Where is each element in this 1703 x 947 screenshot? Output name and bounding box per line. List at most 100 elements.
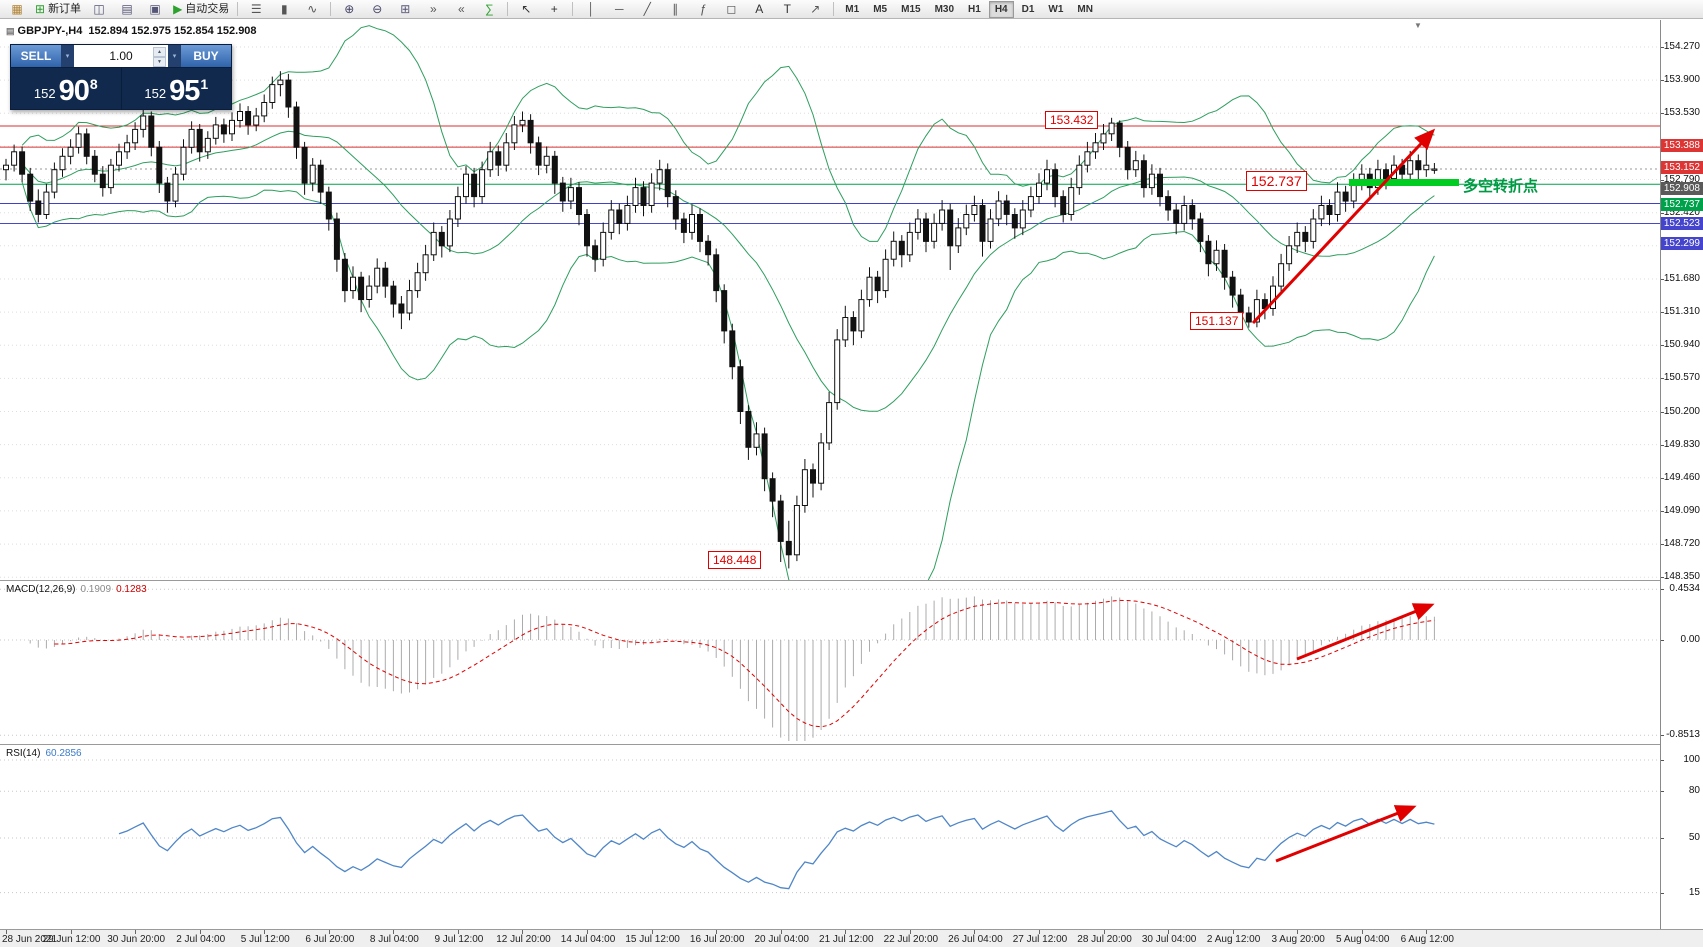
autotrading-icon: ▶ xyxy=(173,2,183,16)
price-scale-label: 149.830 xyxy=(1663,438,1700,450)
time-scale-tick xyxy=(328,930,330,934)
scale-tick xyxy=(1661,47,1664,48)
buy-price-display[interactable]: 152 95 1 xyxy=(122,68,232,109)
toolbar-line-chart-button[interactable]: ∿ xyxy=(299,0,325,18)
toolbar-arrows-button[interactable]: ↗ xyxy=(802,0,828,18)
main-chart[interactable] xyxy=(0,20,1660,580)
toolbar-shapes-button[interactable]: ◻ xyxy=(718,0,744,18)
volume-input[interactable]: 1.00 ▲ ▼ xyxy=(74,45,168,67)
sell-price-display[interactable]: 152 90 8 xyxy=(11,68,122,109)
price-scale-label: 149.460 xyxy=(1663,471,1700,483)
tf-button-W1[interactable]: W1 xyxy=(1048,3,1064,15)
tf-button-M5[interactable]: M5 xyxy=(873,3,888,15)
toolbar-profiles-button[interactable]: ▤ xyxy=(114,0,140,18)
time-scale-tick xyxy=(1232,930,1234,934)
time-scale-tick xyxy=(1168,930,1170,934)
toolbar-text-button[interactable]: A xyxy=(746,0,772,18)
sell-price-big: 90 xyxy=(58,75,90,107)
panel-separator[interactable] xyxy=(0,580,1703,581)
price-scale-label: 148.350 xyxy=(1663,571,1700,583)
sell-options-caret-icon[interactable]: ▾ xyxy=(61,45,74,67)
cursor-icon: ↖ xyxy=(521,2,532,16)
toolbar-channel-button[interactable]: ∥ xyxy=(662,0,688,18)
scale-tick xyxy=(1661,80,1664,82)
price-scale-label: 153.530 xyxy=(1663,107,1700,119)
time-scale-tick xyxy=(1361,930,1363,934)
time-scale-tick xyxy=(587,930,589,934)
scale-tick xyxy=(1661,838,1664,839)
tf-button-M15[interactable]: M15 xyxy=(901,3,921,15)
price-scale[interactable]: 154.270153.900153.530153.160152.790152.4… xyxy=(1661,20,1703,929)
toolbar-new-order-button[interactable]: ⊞ 新订单 xyxy=(32,0,84,18)
toolbar-chart-windows-button[interactable]: ◫ xyxy=(86,0,112,18)
time-scale-tick xyxy=(393,930,395,934)
macd-panel[interactable] xyxy=(0,581,1660,744)
rsi-panel[interactable] xyxy=(0,745,1660,928)
price-annotation[interactable]: 152.737 xyxy=(1246,171,1307,191)
sell-button[interactable]: SELL xyxy=(11,45,61,67)
toolbar-fibonacci-button[interactable]: ƒ xyxy=(690,0,716,18)
toolbar-zoom-out-button[interactable]: ⊖ xyxy=(364,0,390,18)
buy-options-caret-icon[interactable]: ▾ xyxy=(168,45,181,67)
tf-button-MN[interactable]: MN xyxy=(1077,3,1093,15)
toolbar-cursor-button[interactable]: ↖ xyxy=(513,0,539,18)
time-scale[interactable]: 28 Jun 2021 29 Jun 12:00 30 Jun 20:00 2 Jul… xyxy=(0,929,1703,947)
toolbar-new-chart-button[interactable]: ▦ xyxy=(4,0,30,18)
toolbar-horizontal-line-button[interactable]: ─ xyxy=(606,0,632,18)
toolbar-chart-shift-button[interactable]: « xyxy=(448,0,474,18)
time-scale-label: 27 Jul 12:00 xyxy=(1012,934,1068,945)
toolbar-tile-windows-button[interactable]: ⊞ xyxy=(392,0,418,18)
toolbar-indicators-button[interactable]: ∑ xyxy=(476,0,502,18)
text-label-icon: T xyxy=(783,2,791,16)
time-scale-label: 8 Jul 04:00 xyxy=(369,934,419,945)
turning-point-label[interactable]: 多空转折点 xyxy=(1463,178,1539,195)
time-scale-tick xyxy=(651,930,653,934)
time-scale-label: 22 Jul 20:00 xyxy=(883,934,939,945)
time-scale-label: 5 Aug 04:00 xyxy=(1336,934,1390,945)
price-badge: 152.523 xyxy=(1661,216,1703,230)
toolbar-autotrading-button[interactable]: ▶ 自动交易 xyxy=(170,0,232,18)
toolbar-data-window-button[interactable]: ▣ xyxy=(142,0,168,18)
toolbar-trendline-button[interactable]: ╱ xyxy=(634,0,660,18)
buy-button[interactable]: BUY xyxy=(181,45,231,67)
price-annotation[interactable]: 151.137 xyxy=(1190,312,1244,330)
toolbar-zoom-in-button[interactable]: ⊕ xyxy=(336,0,362,18)
rsi-scale-label: 80 xyxy=(1688,785,1700,797)
time-scale-label: 28 Jun 2021 xyxy=(2,934,58,945)
panel-separator[interactable] xyxy=(0,744,1703,745)
time-scale-label: 6 Aug 12:00 xyxy=(1400,934,1454,945)
chart-title: ▤ GBPJPY-,H4 152.894 152.975 152.854 152.9… xyxy=(6,25,257,37)
toolbar-text-label-button[interactable]: T xyxy=(774,0,800,18)
chart-ohlc-values: 152.894 152.975 152.854 152.908 xyxy=(88,25,257,37)
tf-button-M1[interactable]: M1 xyxy=(845,3,860,15)
volume-up-icon[interactable]: ▲ xyxy=(153,47,166,57)
toolbar-auto-scroll-button[interactable]: » xyxy=(420,0,446,18)
time-scale-tick xyxy=(135,930,137,934)
rsi-scale-label: 15 xyxy=(1688,886,1700,898)
time-scale-tick xyxy=(845,930,847,934)
rsi-name: RSI(14) xyxy=(6,748,41,759)
tf-button-D1[interactable]: D1 xyxy=(1021,3,1035,15)
line-chart-icon: ∿ xyxy=(307,2,318,16)
price-annotation[interactable]: 153.432 xyxy=(1045,111,1099,129)
macd-scale-label: -0.8513 xyxy=(1666,729,1700,741)
tf-button-H1[interactable]: H1 xyxy=(968,3,981,15)
toolbar-crosshair-button[interactable]: + xyxy=(541,0,567,18)
volume-down-icon[interactable]: ▼ xyxy=(153,57,166,67)
toolbar-candlestick-chart-button[interactable]: ▮ xyxy=(271,0,297,18)
text-icon: A xyxy=(755,2,764,16)
time-scale-tick xyxy=(909,930,911,934)
price-scale-label: 150.940 xyxy=(1663,339,1700,351)
buy-button-label: BUY xyxy=(193,49,219,63)
time-scale-tick xyxy=(70,930,72,934)
toolbar-bar-chart-button[interactable]: ☰ xyxy=(243,0,269,18)
toolbar-vertical-line-button[interactable]: │ xyxy=(578,0,604,18)
price-annotation[interactable]: 148.448 xyxy=(708,551,762,569)
chart-symbol-period: GBPJPY-,H4 xyxy=(17,25,83,37)
fibonacci-icon: ƒ xyxy=(699,2,707,16)
tf-button-H4[interactable]: H4 xyxy=(988,0,1014,18)
time-scale-tick xyxy=(1038,930,1040,934)
time-scale-label: 14 Jul 04:00 xyxy=(560,934,616,945)
tf-button-M30[interactable]: M30 xyxy=(934,3,955,15)
